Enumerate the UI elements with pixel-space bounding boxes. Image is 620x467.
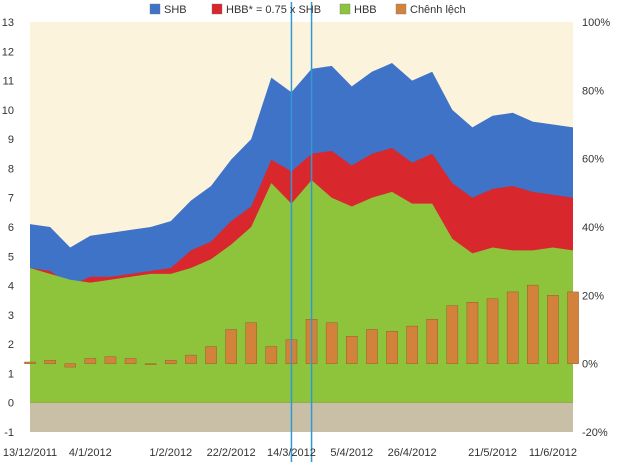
difference-bar bbox=[506, 291, 519, 364]
x-tick-label: 11/6/2012 bbox=[529, 447, 577, 459]
difference-bar bbox=[124, 358, 137, 364]
difference-bar bbox=[64, 363, 76, 368]
left-tick-label: 1 bbox=[8, 368, 14, 380]
right-tick-label: 60% bbox=[582, 154, 604, 166]
difference-bar bbox=[265, 346, 278, 364]
difference-bar bbox=[426, 319, 439, 364]
difference-bar bbox=[547, 295, 559, 364]
x-tick-label: 13/12/2011 bbox=[3, 447, 57, 459]
difference-bar bbox=[164, 360, 177, 364]
left-tick-label: 9 bbox=[8, 134, 14, 146]
left-tick-label: 4 bbox=[8, 281, 14, 293]
difference-bar bbox=[346, 336, 358, 364]
right-tick-label: 0% bbox=[582, 359, 598, 371]
difference-bar bbox=[245, 322, 257, 364]
difference-bar bbox=[205, 346, 217, 364]
left-tick-label: 11 bbox=[3, 76, 14, 88]
legend: SHB HBB* = 0.75 x SHB HBB Chênh lệch bbox=[149, 3, 466, 16]
difference-bar bbox=[527, 284, 539, 364]
difference-bar bbox=[24, 361, 36, 364]
legend-entry: Chênh lệch bbox=[395, 3, 466, 16]
difference-bar bbox=[185, 354, 197, 364]
difference-bar bbox=[84, 358, 97, 364]
left-tick-label: 8 bbox=[8, 163, 14, 175]
difference-bar bbox=[386, 331, 398, 364]
x-tick-label: 22/2/2012 bbox=[207, 447, 256, 459]
x-tick-label: 1/2/2012 bbox=[149, 447, 192, 459]
left-tick-label: 6 bbox=[8, 222, 14, 234]
vertical-markers bbox=[290, 2, 313, 462]
legend-swatch bbox=[149, 3, 161, 15]
left-tick-label: -1 bbox=[4, 427, 14, 439]
difference-bar bbox=[225, 329, 237, 364]
right-tick-label: 20% bbox=[582, 290, 604, 302]
legend-entry: HBB* = 0.75 x SHB bbox=[211, 3, 321, 16]
difference-bar bbox=[446, 305, 459, 364]
legend-entry: SHB bbox=[149, 3, 187, 16]
legend-entry: HBB bbox=[339, 3, 377, 16]
x-tick-label: 14/3/2012 bbox=[267, 447, 316, 459]
legend-swatch bbox=[211, 3, 223, 15]
x-tick-label: 4/1/2012 bbox=[69, 447, 112, 459]
x-tick-label: 26/4/2012 bbox=[388, 447, 437, 459]
legend-label: Chênh lệch bbox=[410, 4, 466, 16]
legend-swatch bbox=[395, 3, 407, 15]
difference-bar bbox=[567, 291, 579, 364]
left-tick-label: 3 bbox=[8, 310, 14, 322]
legend-label: HBB* = 0.75 x SHB bbox=[226, 4, 321, 16]
legend-label: SHB bbox=[164, 4, 187, 16]
left-tick-label: 12 bbox=[2, 46, 14, 58]
difference-bar bbox=[325, 322, 338, 364]
x-tick-label: 21/5/2012 bbox=[468, 447, 517, 459]
x-tick-label: 5/4/2012 bbox=[330, 447, 373, 459]
right-axis-ticks: -20% 0% 20% 40% 60% 80% 100% bbox=[582, 17, 610, 439]
difference-bar bbox=[486, 298, 499, 364]
right-tick-label: 100% bbox=[582, 17, 610, 29]
below-zero-band bbox=[30, 402, 573, 432]
legend-label: HBB bbox=[354, 4, 377, 16]
difference-bar bbox=[104, 356, 117, 364]
legend-swatch bbox=[339, 3, 351, 15]
left-tick-label: 13 bbox=[2, 17, 14, 29]
difference-bar bbox=[366, 329, 378, 364]
left-tick-label: 2 bbox=[8, 339, 14, 351]
left-tick-label: 7 bbox=[8, 193, 14, 205]
left-tick-label: 10 bbox=[2, 105, 14, 117]
x-axis-ticks: 13/12/2011 4/1/2012 1/2/2012 22/2/2012 14/3/… bbox=[3, 447, 577, 459]
right-tick-label: -20% bbox=[582, 427, 608, 439]
left-tick-label: 0 bbox=[8, 398, 14, 410]
right-tick-label: 80% bbox=[582, 85, 604, 97]
difference-bar bbox=[466, 302, 479, 364]
right-tick-label: 40% bbox=[582, 222, 604, 234]
difference-bar bbox=[44, 360, 56, 364]
difference-bar bbox=[406, 325, 418, 364]
left-tick-label: 5 bbox=[8, 251, 14, 263]
difference-bar bbox=[144, 363, 157, 365]
